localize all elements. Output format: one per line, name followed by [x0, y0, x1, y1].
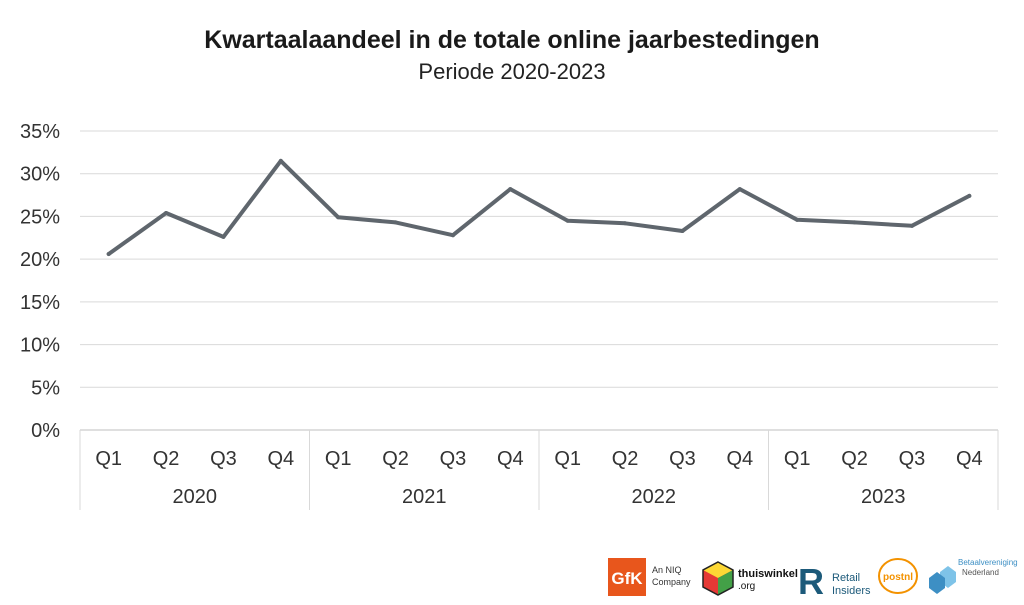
logo-bar: GfK An NIQ Company thuiswinkel .org R Re… — [608, 558, 1018, 602]
x-tick-label: Q2 — [612, 448, 639, 470]
data-point — [795, 217, 800, 222]
betaalvereniging-logo: Betaalvereniging Nederland — [929, 558, 1018, 594]
x-tick-label: Q4 — [497, 448, 524, 470]
x-tick-label: Q2 — [841, 448, 868, 470]
betaalvereniging-line-1: Betaalvereniging — [958, 558, 1018, 567]
year-label: 2020 — [173, 486, 218, 508]
data-point — [909, 223, 914, 228]
x-tick-label: Q1 — [784, 448, 811, 470]
x-tick-label: Q4 — [726, 448, 753, 470]
y-axis: 0% 5% 10% 15% 20% 25% 30% 35% — [20, 121, 60, 442]
year-label: 2023 — [861, 486, 906, 508]
chart-subtitle: Periode 2020-2023 — [418, 59, 606, 84]
y-tick-label: 0% — [31, 420, 60, 442]
y-tick-label: 10% — [20, 335, 60, 357]
data-point — [106, 252, 111, 257]
year-label: 2021 — [402, 486, 447, 508]
x-tick-label: Q2 — [153, 448, 180, 470]
data-point — [565, 218, 570, 223]
x-tick-label: Q4 — [267, 448, 294, 470]
data-point — [852, 220, 857, 225]
gfk-logo: GfK An NIQ Company — [608, 558, 691, 596]
x-tick-label: Q1 — [95, 448, 122, 470]
data-point — [737, 187, 742, 192]
postnl-text: postnl — [883, 572, 913, 583]
chart-title: Kwartaalaandeel in de totale online jaar… — [204, 26, 820, 54]
data-point — [508, 187, 513, 192]
data-point — [623, 221, 628, 226]
data-point — [393, 220, 398, 225]
x-tick-label: Q3 — [440, 448, 467, 470]
retail-insiders-line-2: Insiders — [832, 585, 871, 597]
data-point — [680, 228, 685, 233]
x-axis: Q1 Q2 Q3 Q4 Q1 Q2 Q3 Q4 Q1 Q2 Q3 Q4 Q1 Q2 Q3 Q4 2020 2021… — [79, 429, 999, 510]
x-tick-label: Q1 — [325, 448, 352, 470]
y-tick-label: 25% — [20, 206, 60, 228]
data-point — [221, 234, 226, 239]
data-point — [967, 193, 972, 198]
y-tick-label: 15% — [20, 292, 60, 314]
retail-insiders-line-1: Retail — [832, 572, 860, 584]
data-point — [278, 158, 283, 163]
x-tick-label: Q4 — [956, 448, 983, 470]
series-line — [106, 158, 972, 256]
x-tick-label: Q3 — [210, 448, 237, 470]
thuiswinkel-domain: .org — [738, 581, 755, 592]
thuiswinkel-logo: thuiswinkel .org — [702, 561, 798, 596]
thuiswinkel-text: thuiswinkel — [738, 568, 798, 580]
x-tick-label: Q3 — [899, 448, 926, 470]
retail-insiders-mark: R — [798, 561, 824, 602]
retail-insiders-logo: R Retail Insiders — [798, 561, 871, 602]
gfk-tag-line-1: An NIQ — [652, 565, 682, 575]
year-label: 2022 — [632, 486, 677, 508]
postnl-logo: postnl — [878, 558, 918, 594]
data-point — [336, 215, 341, 220]
y-tick-label: 30% — [20, 164, 60, 186]
x-tick-label: Q2 — [382, 448, 409, 470]
data-point — [164, 211, 169, 216]
data-point — [450, 233, 455, 238]
y-tick-label: 5% — [31, 377, 60, 399]
gfk-logo-text: GfK — [611, 569, 643, 588]
x-tick-label: Q1 — [554, 448, 581, 470]
y-tick-label: 35% — [20, 121, 60, 143]
gridlines — [80, 130, 998, 388]
gfk-tag-line-2: Company — [652, 577, 691, 587]
y-tick-label: 20% — [20, 249, 60, 271]
series-group — [106, 158, 972, 257]
betaalvereniging-line-2: Nederland — [962, 568, 999, 577]
x-tick-label: Q3 — [669, 448, 696, 470]
